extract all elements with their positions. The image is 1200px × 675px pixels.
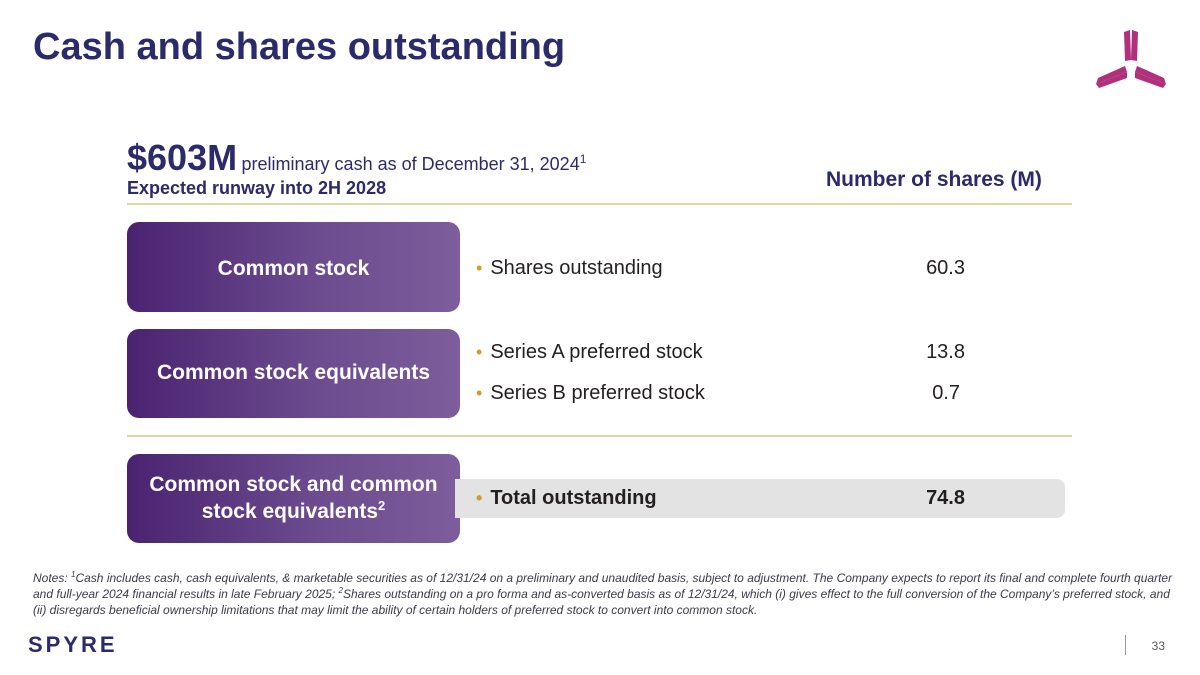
value-series-b: 0.7 [932, 382, 960, 404]
total-row-band [455, 479, 1065, 518]
value-total-outstanding: 74.8 [926, 487, 965, 509]
footnote-ref-1: 1 [579, 152, 587, 166]
category-total: Common stock and common stock equivalent… [127, 454, 460, 543]
cash-description: preliminary cash as of December 31, 2024… [241, 152, 587, 174]
page-number-divider [1125, 635, 1126, 655]
page-number: 33 [1151, 639, 1165, 653]
footnotes: Notes: 1Cash includes cash, cash equival… [33, 570, 1173, 618]
category-common-stock-equivalents: Common stock equivalents [127, 329, 460, 418]
value-shares-outstanding: 60.3 [926, 257, 965, 279]
spyre-logo-mark-icon [1096, 30, 1166, 88]
row-total-outstanding: • Total outstanding [476, 487, 657, 510]
divider-top [127, 203, 1072, 205]
svg-text:SPYRE: SPYRE [28, 633, 118, 655]
category-common-stock: Common stock [127, 222, 460, 312]
row-shares-outstanding: • Shares outstanding [476, 257, 663, 280]
bullet-icon: • [476, 258, 483, 278]
bullet-icon: • [476, 383, 483, 403]
footnote-ref-2: 2 [378, 498, 386, 513]
cash-amount: $603M [127, 137, 238, 178]
bullet-icon: • [476, 342, 483, 362]
page-title: Cash and shares outstanding [33, 26, 566, 68]
divider-middle [127, 435, 1072, 437]
shares-column-header: Number of shares (M) [826, 168, 1042, 191]
runway-text: Expected runway into 2H 2028 [127, 178, 387, 198]
cash-summary: $603M preliminary cash as of December 31… [127, 137, 586, 179]
row-label: Series B preferred stock [490, 382, 705, 404]
bullet-icon: • [476, 488, 483, 508]
row-series-b: • Series B preferred stock [476, 382, 705, 405]
spyre-wordmark-logo: SPYRE [28, 633, 118, 655]
row-series-a: • Series A preferred stock [476, 341, 703, 364]
row-label: Shares outstanding [490, 257, 663, 279]
row-label: Series A preferred stock [490, 341, 703, 363]
row-label: Total outstanding [490, 487, 657, 509]
value-series-a: 13.8 [926, 341, 965, 363]
